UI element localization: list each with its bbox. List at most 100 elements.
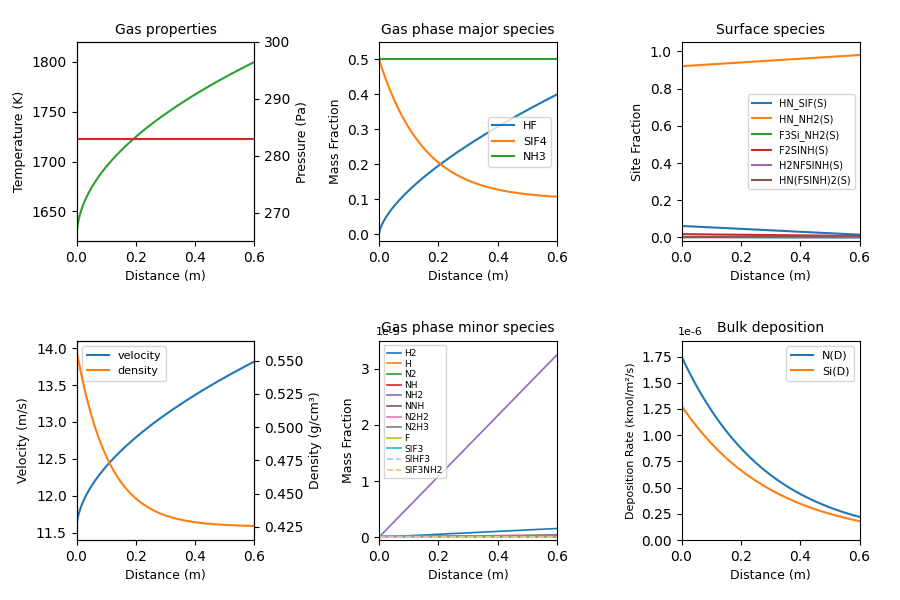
velocity xyxy=(72,518,83,525)
NH3 xyxy=(535,56,545,63)
Text: 1e-5: 1e-5 xyxy=(375,327,401,337)
Line: NNH: NNH xyxy=(379,535,557,537)
HF xyxy=(480,131,491,138)
density xyxy=(180,517,191,524)
density xyxy=(72,350,83,357)
Line: N(D): N(D) xyxy=(681,356,859,517)
SIHF3 xyxy=(480,533,491,541)
H xyxy=(479,533,490,541)
N(D) xyxy=(826,505,837,512)
Y-axis label: Density (g/cm³): Density (g/cm³) xyxy=(309,392,322,489)
HN_NH2(S) xyxy=(854,52,865,59)
N2H3 xyxy=(524,533,535,541)
HN_SIF(S) xyxy=(837,230,848,238)
Line: HF: HF xyxy=(379,94,557,234)
N2 xyxy=(374,533,384,541)
N2 xyxy=(479,533,490,541)
N(D) xyxy=(781,482,792,490)
Line: HN(FSINH)2(S): HN(FSINH)2(S) xyxy=(681,236,859,237)
F xyxy=(482,533,493,541)
H2NFSINH(S) xyxy=(677,233,688,241)
H2 xyxy=(479,529,490,536)
H xyxy=(374,533,385,541)
HN(FSINH)2(S) xyxy=(782,233,793,240)
NH xyxy=(479,533,490,541)
NH2 xyxy=(479,425,490,433)
F2SINH(S) xyxy=(854,232,865,239)
Si(D) xyxy=(854,518,865,525)
Y-axis label: Velocity (m/s): Velocity (m/s) xyxy=(17,398,31,483)
N(D) xyxy=(676,353,687,360)
velocity xyxy=(232,367,243,374)
HN_SIF(S) xyxy=(677,223,688,230)
SIHF3 xyxy=(374,533,384,541)
Si(D) xyxy=(677,403,688,410)
NNH xyxy=(524,532,535,539)
SIF3NH2 xyxy=(480,533,491,541)
velocity xyxy=(71,526,82,533)
SIF3 xyxy=(535,533,545,540)
N(D) xyxy=(854,514,865,521)
F3Si_NH2(S) xyxy=(782,233,793,241)
NNH xyxy=(482,532,493,539)
H2NFSINH(S) xyxy=(782,234,793,241)
H2 xyxy=(374,533,384,541)
HF xyxy=(374,230,384,238)
NH3 xyxy=(374,56,385,63)
SIHF3 xyxy=(479,533,490,541)
X-axis label: Distance (m): Distance (m) xyxy=(730,569,811,582)
velocity xyxy=(177,400,188,407)
SIF3 xyxy=(374,533,384,540)
Y-axis label: Mass Fraction: Mass Fraction xyxy=(342,398,355,483)
Legend: HN_SIF(S), HN_NH2(S), F3Si_NH2(S), F2SINH(S), H2NFSINH(S), HN(FSINH)2(S): HN_SIF(S), HN_NH2(S), F3Si_NH2(S), F2SIN… xyxy=(748,94,855,189)
HN_SIF(S) xyxy=(782,227,793,235)
Y-axis label: Site Fraction: Site Fraction xyxy=(631,103,644,181)
density xyxy=(71,346,82,353)
F2SINH(S) xyxy=(837,232,848,239)
SIF3NH2 xyxy=(482,533,493,541)
N2H3 xyxy=(535,533,545,541)
SIHF3 xyxy=(552,533,562,541)
SIHF3 xyxy=(524,533,535,541)
Line: HN_NH2(S): HN_NH2(S) xyxy=(681,55,859,66)
SIF3 xyxy=(480,533,491,540)
density xyxy=(177,517,188,524)
F3Si_NH2(S) xyxy=(826,234,837,241)
H2 xyxy=(374,533,385,541)
density xyxy=(249,523,260,530)
NH xyxy=(552,533,562,541)
H2NFSINH(S) xyxy=(854,234,865,241)
SIF3 xyxy=(524,533,535,540)
N2H3 xyxy=(374,533,385,541)
Line: Si(D): Si(D) xyxy=(681,406,859,521)
SIF3NH2 xyxy=(535,533,545,541)
HN(FSINH)2(S) xyxy=(677,233,688,241)
Si(D) xyxy=(837,514,848,521)
NH xyxy=(524,533,535,541)
SIF3 xyxy=(374,533,385,540)
N(D) xyxy=(785,485,796,492)
HN_SIF(S) xyxy=(676,223,687,230)
NH xyxy=(482,533,493,541)
N2H2 xyxy=(374,533,385,541)
N2H2 xyxy=(480,533,491,541)
F xyxy=(374,533,385,541)
NH xyxy=(374,533,385,541)
SIF4 xyxy=(480,183,491,190)
HN_NH2(S) xyxy=(677,62,688,70)
SIF3NH2 xyxy=(479,533,490,541)
NNH xyxy=(480,532,491,539)
H xyxy=(524,533,535,541)
H2 xyxy=(552,525,562,532)
H xyxy=(374,533,384,541)
HN(FSINH)2(S) xyxy=(826,233,837,240)
X-axis label: Distance (m): Distance (m) xyxy=(730,271,811,283)
Title: Surface species: Surface species xyxy=(716,23,825,37)
X-axis label: Distance (m): Distance (m) xyxy=(428,271,508,283)
H2NFSINH(S) xyxy=(837,234,848,241)
SIF3NH2 xyxy=(374,533,385,541)
N2 xyxy=(524,533,535,541)
N2H3 xyxy=(482,533,493,541)
HN(FSINH)2(S) xyxy=(837,232,848,239)
HF xyxy=(552,91,562,98)
